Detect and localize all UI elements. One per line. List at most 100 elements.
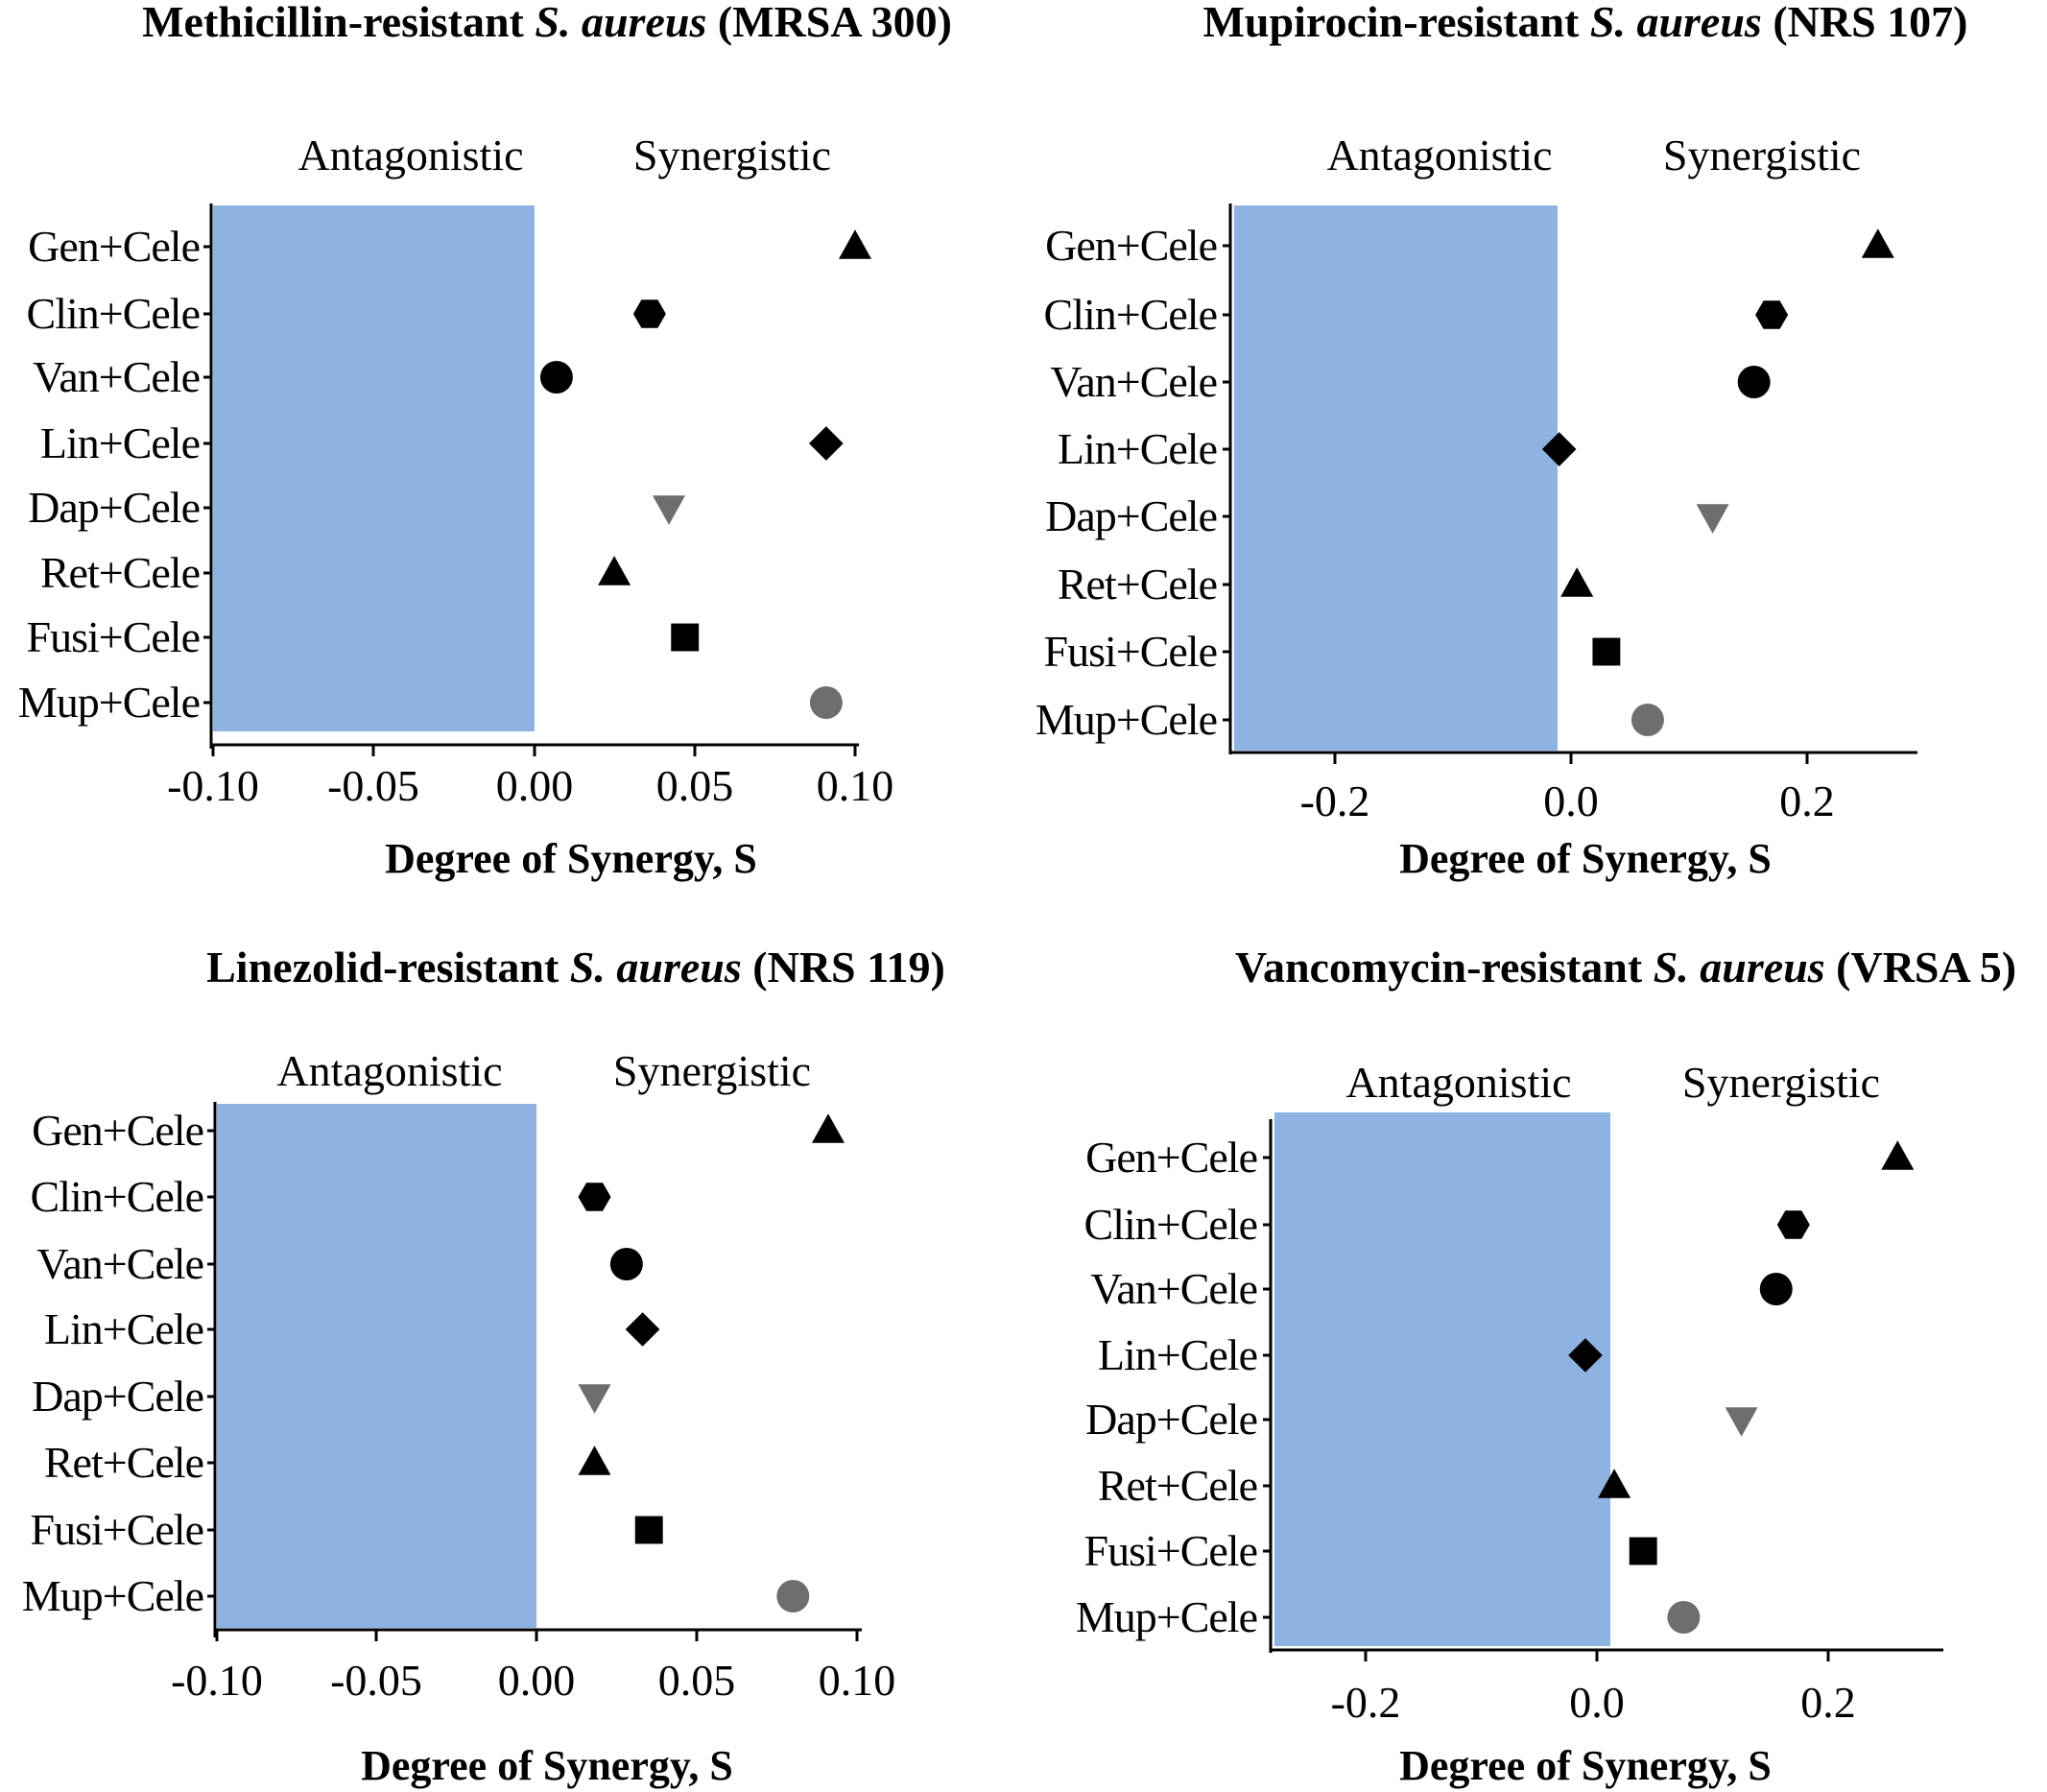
panel-nrs-119: Linezolid-resistant S. aureus (NRS 119) … (22, 943, 945, 1789)
panel-mrsa-300: Methicillin-resistant S. aureus (MRSA 30… (18, 0, 952, 882)
data-point-dap-cele (1725, 1407, 1758, 1437)
data-point-dap-cele (653, 495, 685, 525)
category-label: Gen+Cele (1085, 1133, 1257, 1182)
data-point-lin-cele (625, 1312, 660, 1347)
data-points (1568, 1140, 1915, 1634)
x-tick-label: 0.0 (1543, 777, 1599, 825)
x-tick-marks (1364, 1650, 1830, 1661)
data-point-lin-cele (809, 426, 844, 461)
y-axis: Gen+Cele Clin+Cele Van+Cele Lin+Cele Dap… (1076, 1119, 1273, 1653)
x-axis-label: Degree of Synergy, S (361, 1742, 733, 1789)
x-tick-label: 0.00 (496, 761, 574, 810)
data-point-fusi-cele (634, 1516, 663, 1544)
data-point-gen-cele (1861, 228, 1894, 258)
category-label: Mup+Cele (22, 1571, 203, 1620)
x-axis: -0.10 -0.05 0.00 0.05 0.10 (171, 1628, 896, 1705)
panel-title: Vancomycin-resistant S. aureus (VRSA 5) (1235, 943, 2016, 992)
synergistic-label: Synergistic (1663, 131, 1861, 179)
panel-title: Mupirocin-resistant S. aureus (NRS 107) (1203, 0, 1968, 46)
x-tick-label: 0.10 (817, 761, 894, 810)
y-axis: Gen+Cele Clin+Cele Van+Cele Lin+Cele Dap… (22, 1102, 217, 1637)
data-point-lin-cele (1541, 432, 1577, 466)
data-point-gen-cele (812, 1113, 845, 1143)
x-tick-label: 0.2 (1800, 1678, 1856, 1727)
x-tick-label: -0.10 (171, 1656, 263, 1705)
synergistic-label: Synergistic (633, 131, 831, 179)
data-point-gen-cele (1881, 1140, 1915, 1170)
x-tick-label: 0.05 (658, 1656, 736, 1705)
x-axis: -0.2 0.0 0.2 (1230, 751, 1917, 825)
panel-nrs-107: Mupirocin-resistant S. aureus (NRS 107) … (1035, 0, 1968, 882)
x-tick-label: -0.05 (327, 761, 419, 810)
category-label: Clin+Cele (31, 1172, 203, 1221)
category-label: Gen+Cele (28, 222, 200, 271)
category-label: Dap+Cele (28, 483, 200, 532)
x-tick-label: -0.10 (167, 761, 259, 810)
data-point-dap-cele (578, 1384, 611, 1414)
data-point-mup-cele (1630, 704, 1664, 736)
x-tick-label: -0.05 (330, 1656, 422, 1705)
data-point-ret-cele (598, 556, 631, 585)
category-label: Gen+Cele (1045, 221, 1217, 270)
category-label: Lin+Cele (40, 418, 200, 467)
data-points (1541, 228, 1894, 736)
category-label: Mup+Cele (1076, 1592, 1257, 1641)
data-point-ret-cele (1560, 567, 1594, 597)
x-tick-label: 0.2 (1779, 777, 1835, 825)
y-axis: Gen+Cele Clin+Cele Van+Cele Lin+Cele Dap… (18, 203, 213, 749)
category-label: Van+Cele (1050, 357, 1217, 406)
category-label: Ret+Cele (1058, 560, 1217, 609)
category-label: Fusi+Cele (30, 1505, 203, 1554)
data-point-mup-cele (776, 1580, 810, 1613)
data-points (539, 229, 871, 719)
data-point-ret-cele (1598, 1469, 1631, 1498)
antagonistic-region (217, 1104, 536, 1628)
x-tick-marks (211, 745, 857, 756)
data-points (578, 1113, 845, 1613)
antagonistic-label: Antagonistic (276, 1046, 502, 1095)
x-tick-label: 0.0 (1569, 1678, 1625, 1727)
x-axis: -0.2 0.0 0.2 (1271, 1648, 1943, 1727)
category-label: Mup+Cele (18, 678, 200, 727)
data-point-gen-cele (839, 229, 871, 259)
antagonistic-region (213, 205, 535, 731)
x-tick-label: 0.10 (819, 1656, 896, 1705)
x-tick-label: -0.2 (1331, 1678, 1401, 1727)
x-tick-label: -0.2 (1300, 777, 1370, 825)
y-tick-marks (207, 1129, 215, 1598)
category-label: Van+Cele (36, 1239, 203, 1288)
category-label: Lin+Cele (44, 1304, 203, 1353)
category-label: Lin+Cele (1058, 424, 1217, 473)
data-point-van-cele (1737, 366, 1771, 398)
synergistic-label: Synergistic (613, 1046, 811, 1095)
category-label: Clin+Cele (1044, 290, 1217, 339)
x-tick-label: 0.00 (498, 1656, 576, 1705)
x-axis-label: Degree of Synergy, S (385, 835, 757, 882)
y-tick-marks (1223, 244, 1230, 722)
category-label: Ret+Cele (1098, 1461, 1257, 1510)
data-point-van-cele (609, 1248, 643, 1280)
category-label: Clin+Cele (1084, 1200, 1257, 1249)
data-point-clin-cele (1776, 1210, 1810, 1239)
x-tick-marks (215, 1630, 859, 1641)
category-label: Dap+Cele (1085, 1395, 1257, 1444)
antagonistic-region (1234, 205, 1558, 751)
panel-vrsa-5: Vancomycin-resistant S. aureus (VRSA 5) … (1076, 943, 2016, 1789)
y-tick-marks (203, 245, 211, 705)
data-point-mup-cele (809, 686, 843, 719)
data-point-dap-cele (1696, 504, 1729, 534)
category-label: Mup+Cele (1035, 695, 1217, 744)
category-label: Fusi+Cele (1043, 627, 1217, 676)
category-label: Van+Cele (33, 352, 200, 401)
data-point-clin-cele (632, 299, 666, 328)
data-point-ret-cele (578, 1446, 611, 1475)
category-label: Dap+Cele (1045, 491, 1217, 540)
data-point-van-cele (539, 361, 573, 394)
panel-title: Methicillin-resistant S. aureus (MRSA 30… (142, 0, 952, 46)
category-label: Gen+Cele (32, 1106, 203, 1155)
category-label: Lin+Cele (1098, 1330, 1257, 1379)
category-label: Clin+Cele (27, 289, 200, 338)
x-axis-label: Degree of Synergy, S (1399, 1742, 1772, 1789)
antagonistic-label: Antagonistic (298, 131, 523, 179)
panel-title: Linezolid-resistant S. aureus (NRS 119) (206, 943, 945, 992)
